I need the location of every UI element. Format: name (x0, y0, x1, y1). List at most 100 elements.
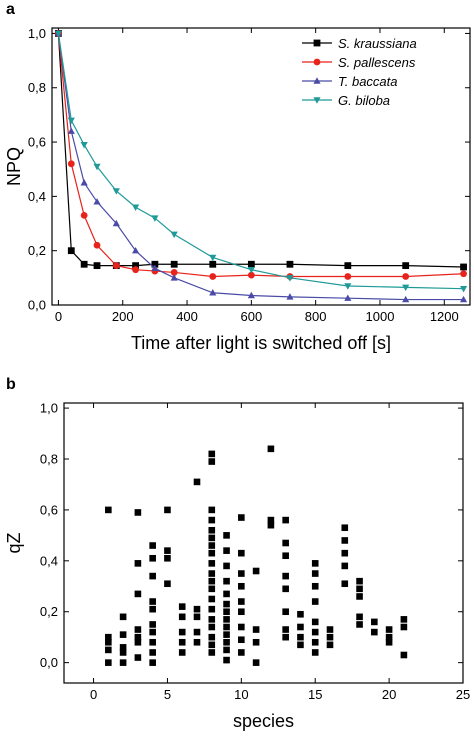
data-point (178, 613, 186, 621)
x-tick-label: 1200 (430, 309, 459, 324)
data-point (356, 577, 363, 585)
panel-label: b (6, 376, 16, 393)
y-tick-label: 0,2 (40, 604, 58, 619)
data-point (247, 291, 255, 299)
x-tick-label: 400 (176, 309, 198, 324)
data-point (223, 600, 230, 608)
data-point (151, 260, 159, 268)
data-point (149, 554, 156, 562)
y-axis-title: NPQ (4, 147, 24, 186)
data-point (311, 628, 319, 636)
data-point (80, 142, 88, 149)
data-point (282, 572, 289, 580)
data-point (80, 260, 88, 268)
data-point (344, 294, 352, 301)
x-tick-label: 20 (382, 687, 396, 702)
data-point (460, 270, 467, 278)
data-point (93, 241, 101, 249)
x-axis-title: species (233, 711, 294, 731)
x-tick-label: 600 (241, 309, 263, 324)
data-point (223, 616, 230, 623)
data-point (223, 631, 230, 638)
data-point (341, 580, 349, 588)
data-point (459, 295, 468, 303)
data-point (238, 608, 245, 616)
data-point (208, 560, 216, 567)
data-point (223, 562, 230, 570)
data-point (178, 603, 186, 610)
data-point (238, 549, 245, 557)
series-line (57, 33, 464, 301)
x-tick-label: 800 (305, 309, 327, 324)
data-point (164, 506, 171, 514)
data-point (326, 633, 334, 641)
data-point (223, 646, 230, 654)
data-point (459, 285, 468, 293)
data-point (267, 516, 275, 524)
data-point (238, 514, 245, 521)
data-point (341, 524, 349, 532)
data-point (178, 638, 186, 646)
data-point (193, 613, 201, 621)
data-point (252, 626, 260, 633)
data-point (134, 626, 142, 633)
data-point (93, 198, 101, 205)
data-point (223, 590, 230, 598)
data-point (178, 649, 186, 656)
data-point (311, 598, 319, 605)
legend-marker (313, 39, 321, 47)
data-point (134, 509, 142, 516)
data-point (282, 633, 289, 641)
data-point (132, 246, 140, 254)
data-point (400, 623, 408, 631)
data-point (341, 562, 349, 570)
data-point (208, 577, 216, 585)
x-tick-label: 1000 (366, 309, 395, 324)
data-point (54, 30, 63, 38)
data-point (252, 659, 260, 666)
data-point (67, 247, 75, 255)
x-tick-label: 0 (90, 687, 97, 702)
x-tick-label: 25 (456, 687, 470, 702)
data-point (282, 585, 289, 593)
y-tick-label: 1,0 (40, 401, 58, 416)
data-point (238, 649, 245, 656)
data-point (402, 273, 410, 280)
data-point (344, 262, 352, 270)
data-point (223, 656, 230, 664)
data-point (238, 582, 245, 590)
data-point (208, 516, 216, 524)
data-point (193, 478, 201, 486)
y-tick-label: 0,0 (40, 655, 58, 670)
data-point (223, 608, 230, 616)
data-point (119, 659, 127, 666)
data-point (223, 638, 230, 646)
y-tick-label: 0,0 (28, 298, 46, 313)
data-point (223, 623, 230, 631)
data-point (344, 283, 352, 290)
legend-label: S. pallescens (338, 55, 416, 70)
panel-a: 0 200 400 600 800 1000 1200 0,0 0,2 0,4 0,6 0,8 1,0 T… (4, 1, 471, 353)
y-tick-label: 0,4 (28, 189, 46, 204)
data-point (402, 295, 410, 303)
data-point (385, 633, 393, 641)
data-point (223, 577, 230, 585)
data-point (164, 547, 171, 554)
data-point (80, 211, 88, 219)
y-tick-label: 1,0 (28, 26, 46, 41)
data-point (311, 638, 319, 646)
data-point (341, 549, 349, 557)
panel-b: 0 5 10 15 20 25 0,0 0,2 0,4 0,6 0,8 1,0 species qZ b (4, 376, 470, 731)
data-point (178, 628, 186, 636)
data-point (238, 636, 245, 644)
data-point (238, 570, 245, 577)
data-point (267, 521, 275, 529)
series-line (57, 33, 464, 290)
legend-label: T. baccata (338, 74, 398, 89)
data-point (341, 537, 349, 544)
data-point (80, 179, 88, 186)
data-point (208, 649, 216, 656)
data-point (119, 613, 127, 621)
data-point (238, 598, 245, 605)
data-point (311, 649, 319, 656)
